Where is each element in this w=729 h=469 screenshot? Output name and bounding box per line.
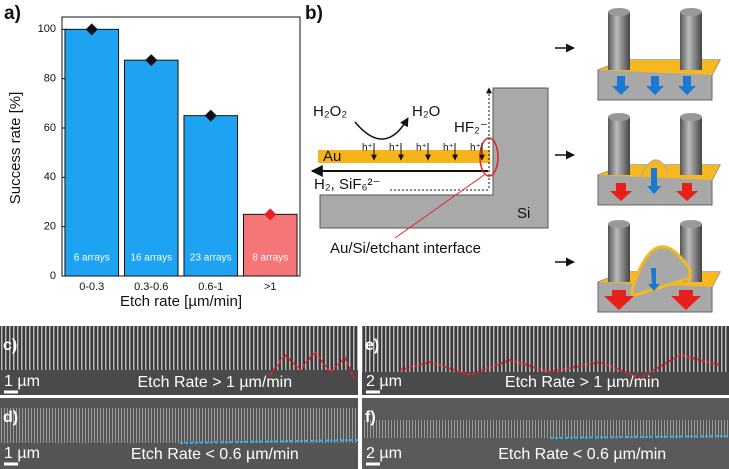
caption: Etch Rate < 0.6 µm/min [498, 446, 666, 463]
bar-label: 8 arrays [252, 253, 288, 264]
marker [264, 208, 277, 221]
products-label: H₂, SiF₆²⁻ [314, 176, 380, 193]
bar [183, 115, 239, 277]
interface-label: Au/Si/etchant interface [330, 240, 481, 257]
bar [242, 213, 298, 277]
x-tick-label: 0-0.3 [79, 281, 104, 293]
scale-label: 1 µm [4, 445, 40, 462]
y-tick-label: 20 [44, 221, 56, 233]
panel-label: b) [305, 3, 323, 24]
h2o2-label: H₂O₂ [313, 103, 347, 120]
hole-label: h⁺ [443, 143, 454, 154]
sem-images: c) 1 µm Etch Rate > 1 µm/min d) 1 µm Etch Rat… [0, 326, 729, 469]
si-label: Si [517, 205, 530, 222]
y-axis-label: Success rate [%] [7, 92, 24, 205]
bar-chart: a) Success rate [%] Etch rate [µm/min] 0… [4, 3, 301, 310]
hole-label: h⁺ [470, 143, 481, 154]
x-tick-label: 0.3-0.6 [134, 281, 168, 293]
bar-label: 23 arrays [190, 253, 232, 264]
caption: Etch Rate > 1 µm/min [505, 374, 660, 391]
y-tick-label: 60 [44, 122, 56, 134]
y-tick-label: 80 [44, 73, 56, 85]
panel-label: f) [365, 409, 376, 426]
marker [85, 23, 98, 36]
bar-label: 6 arrays [74, 253, 110, 264]
si-block [319, 87, 549, 229]
hole-label: h⁺ [416, 143, 427, 154]
hole-label: h⁺ [362, 143, 373, 154]
marker [145, 54, 158, 67]
scale-label: 2 µm [366, 373, 402, 390]
scale-label: 1 µm [4, 373, 40, 390]
bar-label: 16 arrays [130, 253, 172, 264]
au-label: Au [323, 148, 341, 165]
hf2-label: HF₂⁻ [454, 119, 488, 136]
y-tick-label: 40 [44, 171, 56, 183]
x-tick-label: >1 [264, 281, 277, 293]
panel-label: e) [365, 337, 379, 354]
y-tick-label: 0 [50, 270, 56, 282]
pointer [394, 174, 485, 239]
marker [204, 109, 217, 122]
x-axis-label: Etch rate [µm/min] [120, 293, 242, 310]
diagram: b) Au H₂O₂ H₂O HF₂⁻ H₂, SiF₆²⁻ Si Au/Si/… [305, 3, 721, 313]
reaction-arrow [354, 117, 409, 140]
caption: Etch Rate > 1 µm/min [137, 374, 292, 391]
gold-layer [318, 150, 490, 163]
panel-label: a) [4, 3, 21, 24]
caption: Etch Rate < 0.6 µm/min [131, 446, 299, 463]
hole-label: h⁺ [389, 143, 400, 154]
plot-frame [61, 16, 301, 277]
bar [123, 59, 179, 277]
panel-label: d) [3, 409, 18, 426]
scale-label: 2 µm [366, 445, 402, 462]
x-tick-label: 0.6-1 [198, 281, 223, 293]
bar [64, 28, 120, 277]
h2o-label: H₂O [412, 103, 440, 120]
panel-label: c) [3, 337, 17, 354]
y-tick-label: 100 [38, 23, 56, 35]
